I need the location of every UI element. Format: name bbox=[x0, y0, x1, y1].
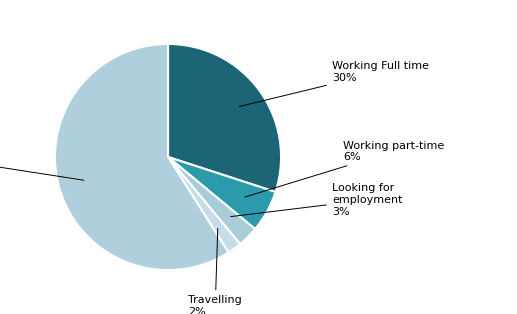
Text: Working Full time
30%: Working Full time 30% bbox=[239, 62, 429, 106]
Text: Looking for
employment
3%: Looking for employment 3% bbox=[231, 183, 402, 217]
Wedge shape bbox=[168, 157, 255, 244]
Wedge shape bbox=[168, 157, 240, 252]
Text: Attending School
59%: Attending School 59% bbox=[0, 146, 84, 180]
Wedge shape bbox=[55, 44, 229, 270]
Wedge shape bbox=[168, 157, 276, 229]
Text: Working part-time
6%: Working part-time 6% bbox=[245, 141, 445, 197]
Wedge shape bbox=[168, 44, 281, 192]
Text: Travelling
2%: Travelling 2% bbox=[188, 228, 242, 314]
